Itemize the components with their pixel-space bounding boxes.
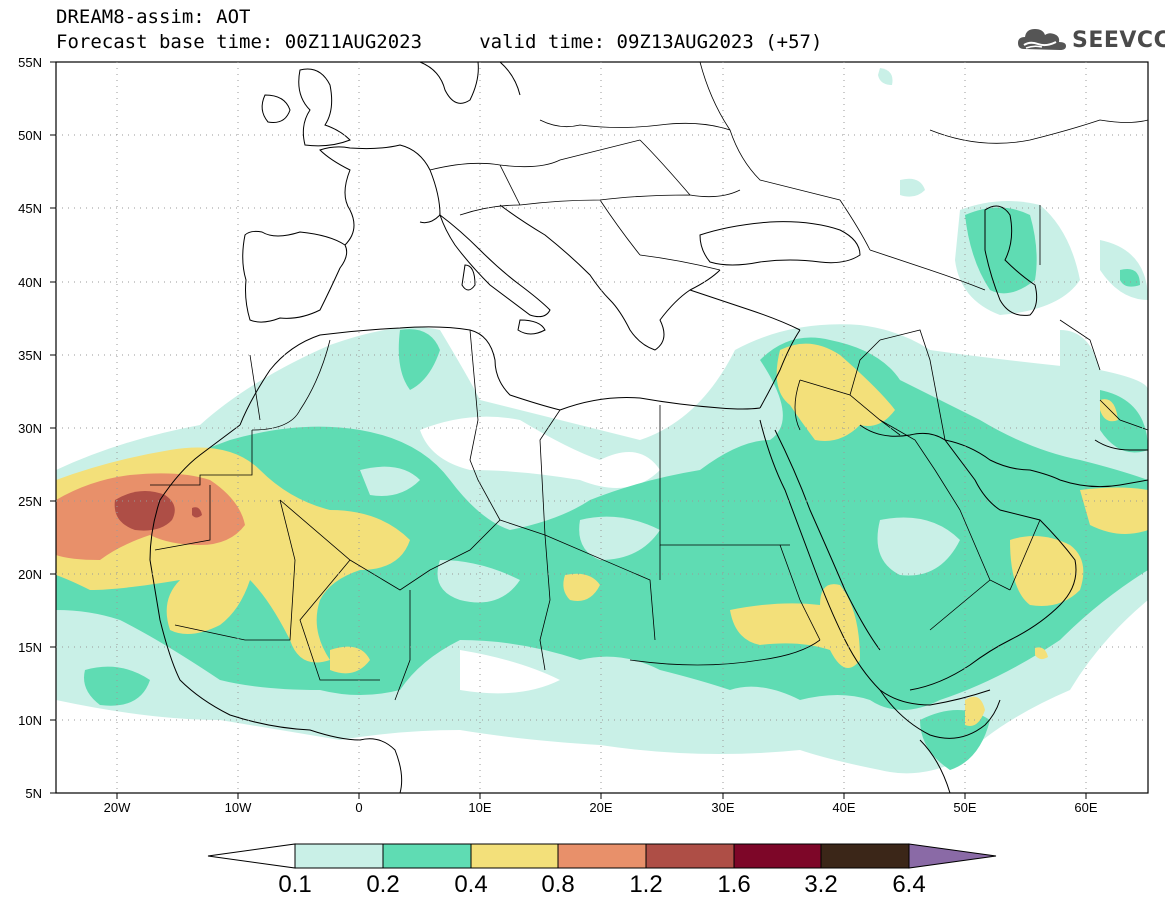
lon-label: 50E xyxy=(953,800,977,815)
axis-ticks xyxy=(50,61,1087,799)
lat-label: 10N xyxy=(18,713,42,728)
lat-label: 45N xyxy=(18,201,42,216)
colorbar-right-arrow xyxy=(908,843,997,869)
lon-label: 20W xyxy=(103,800,131,815)
lon-label: 10E xyxy=(468,800,492,815)
colorbar xyxy=(207,843,997,869)
colorbar-swatch-3-2 xyxy=(820,843,910,869)
colorbar-label: 1.6 xyxy=(717,871,751,898)
lon-label: 20E xyxy=(589,800,613,815)
colorbar-swatch-0-1 xyxy=(294,843,384,869)
lat-label: 55N xyxy=(18,55,42,70)
colorbar-swatch-0-4 xyxy=(470,843,559,869)
cloud-icon xyxy=(1018,29,1066,50)
colorbar-swatch-1-6 xyxy=(733,843,822,869)
logo-text: SEEVCCC xyxy=(1072,27,1165,53)
colorbar-swatch-0-2 xyxy=(382,843,472,869)
forecast-time-line: Forecast base time: 00Z11AUG2023 valid t… xyxy=(56,31,823,53)
colorbar-label: 3.2 xyxy=(804,871,838,898)
lat-label: 35N xyxy=(18,348,42,363)
lon-label: 30E xyxy=(711,800,735,815)
colorbar-label: 0.4 xyxy=(454,871,488,898)
colorbar-label: 0.1 xyxy=(278,871,312,898)
lon-label: 10W xyxy=(224,800,252,815)
graticule xyxy=(56,62,1148,793)
colorbar-label: 1.2 xyxy=(629,871,663,898)
lat-label: 15N xyxy=(18,640,42,655)
aot-field xyxy=(56,62,1148,793)
lon-label: 0 xyxy=(355,800,363,815)
country-borders xyxy=(150,62,1148,701)
lat-label: 30N xyxy=(18,421,42,436)
lat-label: 25N xyxy=(18,494,42,509)
colorbar-swatch-0-8 xyxy=(557,843,647,869)
colorbar-label: 6.4 xyxy=(892,871,926,898)
colorbar-swatch-1-2 xyxy=(645,843,735,869)
lon-label: 40E xyxy=(832,800,856,815)
lat-label: 5N xyxy=(25,786,42,801)
lat-label: 50N xyxy=(18,128,42,143)
colorbar-left-arrow xyxy=(207,843,296,869)
colorbar-label: 0.8 xyxy=(541,871,575,898)
lon-label: 60E xyxy=(1074,800,1098,815)
lat-label: 20N xyxy=(18,567,42,582)
aot-level-0-1-holes xyxy=(360,466,960,603)
lat-label: 40N xyxy=(18,275,42,290)
map-title: DREAM8-assim: AOT xyxy=(56,6,251,28)
seevccc-logo: SEEVCCC xyxy=(1016,25,1165,55)
colorbar-label: 0.2 xyxy=(366,871,400,898)
